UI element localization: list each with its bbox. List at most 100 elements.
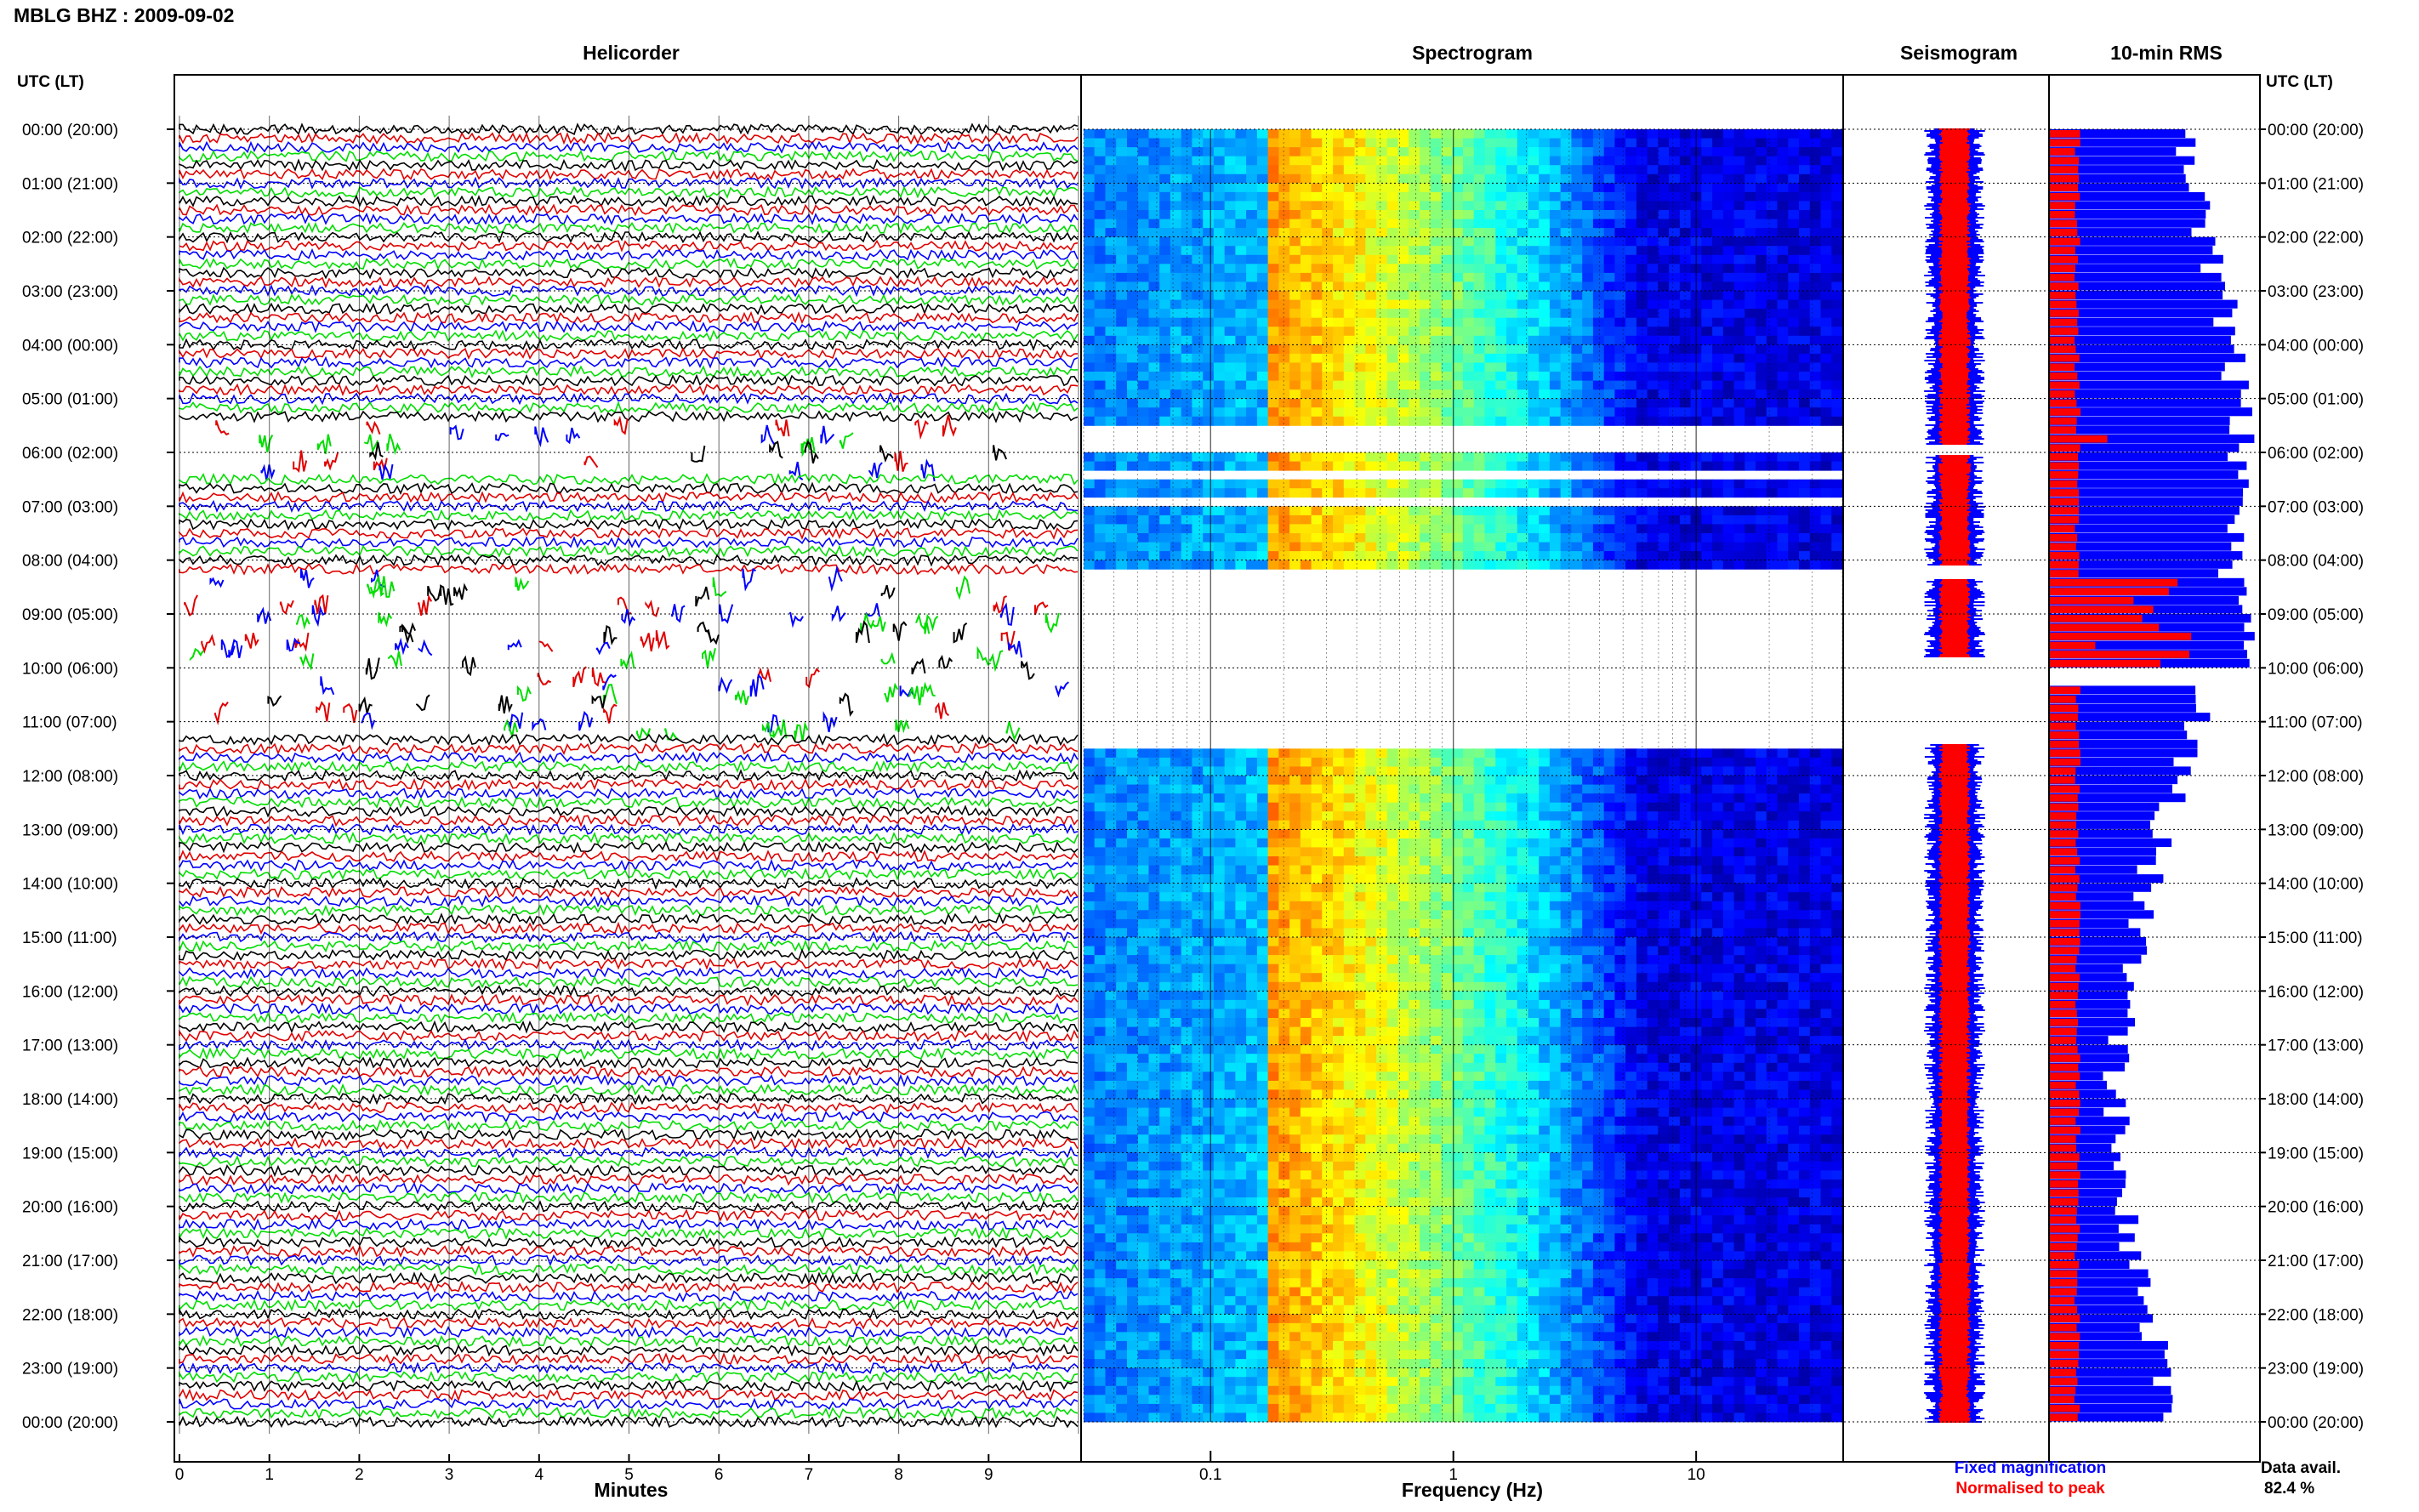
spectrogram-cell [1224,856,1236,866]
spectrogram-cell [1235,129,1247,139]
helicorder-fragment [719,604,734,624]
spectrogram-cell [1809,928,1822,938]
spectrogram-cell [1473,829,1485,839]
spectrogram-cell [1669,811,1681,821]
spectrogram-cell [1484,201,1496,211]
spectrogram-cell [1560,776,1572,785]
spectrogram-cell [1495,874,1507,884]
spectrogram-cell [1409,129,1420,139]
spectrogram-cell [1756,901,1767,911]
helicorder-fragment [367,582,382,594]
spectrogram-cell [1148,272,1160,282]
spectrogram-cell [1614,335,1626,345]
spectrogram-cell [1669,210,1681,219]
spectrogram-cell [1256,802,1269,812]
spectrogram-cell [1452,461,1464,471]
spectrogram-cell [1484,327,1496,337]
spectrogram-cell [1213,560,1226,570]
spectrogram-cell [1192,165,1204,175]
spectrogram-cell [1386,514,1399,525]
spectrogram-cell [1127,937,1139,946]
spectrogram-cell [1625,892,1637,902]
spectrogram-cell [1246,946,1258,956]
spectrogram-cell [1289,766,1301,776]
spectrogram-cell [1159,802,1171,812]
spectrogram-cell [1463,407,1475,418]
spectrogram-cell [1679,793,1692,804]
spectrogram-cell [1386,892,1399,902]
spectrogram-cell [1603,291,1615,300]
spectrogram-cell [1831,946,1843,956]
spectrogram-cell [1213,506,1226,516]
spectrogram-cell [1127,811,1139,821]
helicorder-trace [179,230,1079,244]
spectrogram-cell [1452,165,1464,175]
spectrogram-cell [1084,219,1096,229]
spectrogram-cell [1571,766,1583,776]
spectrogram-cell [1582,344,1594,355]
spectrogram-cell [1235,838,1247,848]
spectrogram-cell [1127,776,1139,785]
spectrogram-cell [1376,757,1388,767]
spectrogram-cell [1766,748,1779,759]
spectrogram-cell [1614,506,1626,516]
spectrogram-cell [1473,766,1485,776]
spectrogram-cell [1528,514,1540,525]
spectrogram-cell [1159,272,1171,282]
spectrogram-cell [1170,201,1182,211]
spectrogram-cell [1084,757,1096,767]
spectrogram-cell [1441,372,1453,381]
spectrogram-cell [1528,407,1540,418]
spectrogram-cell [1517,236,1528,247]
spectrogram-cell [1647,272,1659,282]
spectrogram-cell [1647,372,1659,381]
helicorder-fragment [801,438,817,458]
spectrogram-cell [1712,228,1724,238]
helicorder-fragment [259,435,274,453]
spectrogram-cell [1441,138,1453,148]
spectrogram-cell [1365,820,1377,830]
spectrogram-cell [1592,551,1605,561]
spectrogram-cell [1148,317,1160,327]
spectrogram-cell [1420,883,1431,893]
spectrogram-cell [1592,210,1605,219]
spectrogram-cell [1311,344,1323,355]
spectrogram-cell [1213,173,1226,184]
helicorder-fragment [228,639,243,658]
spectrogram-cell [1788,299,1800,310]
spectrogram-cell [1333,892,1345,902]
spectrogram-cell [1235,820,1247,830]
spectrogram-cell [1603,883,1615,893]
spectrogram-cell [1582,892,1594,902]
helicorder-trace [179,787,1079,800]
spectrogram-cell [1733,309,1745,319]
spectrogram-cell [1181,183,1192,193]
spectrogram-cell [1777,281,1789,292]
spectrogram-cell [1267,362,1279,372]
spectrogram-cell [1733,362,1745,372]
spectrogram-cell [1495,901,1507,911]
spectrogram-cell [1267,147,1279,157]
spectrogram-cell [1517,291,1528,300]
spectrogram-cell [1365,236,1377,247]
spectrogram-cell [1105,479,1117,489]
spectrogram-cell [1213,254,1226,264]
spectrogram-cell [1343,191,1356,202]
spectrogram-cell [1625,344,1637,355]
spectrogram-cell [1539,892,1551,902]
spectrogram-cell [1452,254,1464,264]
spectrogram-cell [1473,398,1485,408]
spectrogram-cell [1733,236,1745,247]
spectrogram-cell [1224,183,1236,193]
spectrogram-cell [1181,201,1192,211]
spectrogram-cell [1420,335,1431,345]
spectrogram-cell [1137,219,1149,229]
spectrogram-cell [1539,776,1551,785]
spectrogram-cell [1831,533,1843,543]
spectrogram-cell [1376,228,1388,238]
spectrogram-cell [1733,281,1745,292]
spectrogram-cell [1300,506,1312,516]
spectrogram-cell [1441,219,1453,229]
spectrogram-cell [1300,776,1312,785]
spectrogram-cell [1799,129,1811,139]
